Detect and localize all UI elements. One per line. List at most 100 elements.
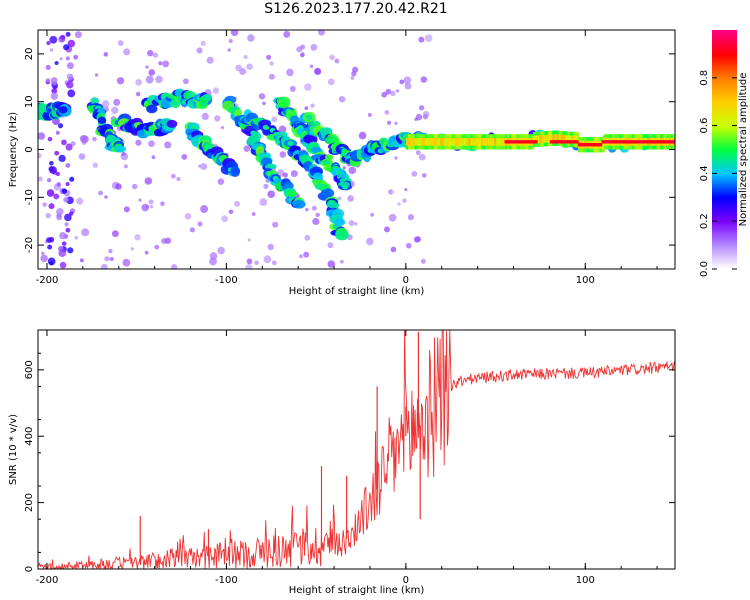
colorbar-tick-label: 0.8: [699, 70, 710, 86]
heatmap-cell: [489, 138, 493, 146]
heatmap-cell: [339, 181, 351, 188]
heatmap-cell: [164, 237, 172, 244]
heatmap-cell: [635, 140, 639, 144]
heatmap-cell: [45, 77, 51, 83]
heatmap-cell: [235, 64, 242, 72]
colorbar-segment: [712, 209, 737, 212]
colorbar-segment: [712, 47, 737, 51]
colorbar-segment: [712, 117, 737, 121]
heatmap-cell: [56, 207, 64, 216]
heatmap-cell: [111, 106, 119, 114]
colorbar-segment: [712, 95, 737, 99]
heatmap-cell: [61, 241, 67, 246]
heatmap-cell: [348, 166, 357, 175]
heatmap-cell: [463, 138, 467, 146]
heatmap-cell: [209, 257, 217, 266]
heatmap-cell: [556, 134, 560, 143]
heatmap-cell: [586, 143, 590, 147]
heatmap-cell: [506, 140, 510, 144]
colorbar-segment: [712, 259, 737, 262]
heatmap-cell: [402, 198, 407, 203]
heatmap-cell: [46, 189, 55, 197]
colorbar-segment: [712, 205, 737, 208]
heatmap-cell: [81, 228, 90, 237]
y-tick-label: 0: [24, 146, 35, 152]
heatmap-cell: [149, 205, 154, 209]
colorbar-segment: [712, 227, 737, 230]
heatmap-cell: [123, 48, 131, 56]
y-tick-label: -20: [24, 237, 35, 253]
heatmap-cell: [227, 48, 231, 52]
heatmap-cell: [418, 153, 426, 161]
heatmap-cell: [425, 138, 429, 146]
heatmap-cell: [404, 188, 408, 192]
colorbar-segment: [712, 237, 737, 240]
heatmap-cell: [243, 54, 248, 59]
heatmap-cell: [607, 140, 611, 144]
heatmap-cell: [59, 231, 67, 240]
colorbar-segment: [712, 263, 737, 266]
heatmap-cell: [510, 140, 514, 144]
heatmap-cell: [47, 244, 53, 250]
heatmap-cell: [657, 140, 661, 144]
heatmap-cell: [394, 156, 398, 160]
heatmap-cell: [64, 213, 72, 222]
heatmap-cell: [420, 258, 426, 264]
heatmap-cell: [42, 202, 47, 207]
heatmap-cell: [58, 246, 63, 251]
heatmap-cell: [523, 140, 527, 144]
heatmap-cell: [108, 248, 113, 254]
heatmap-cell: [418, 36, 425, 43]
heatmap-cell: [135, 91, 141, 97]
colorbar-segment: [712, 119, 737, 123]
heatmap-cell: [551, 140, 555, 144]
colorbar-segment: [712, 211, 737, 214]
colorbar-segment: [712, 57, 737, 61]
heatmap-cell: [45, 212, 51, 219]
heatmap-cell: [597, 143, 601, 147]
heatmap-cell: [310, 103, 315, 108]
colorbar-segment: [712, 125, 737, 129]
heatmap-cell: [272, 221, 279, 228]
heatmap-cell: [470, 138, 474, 146]
heatmap-cell: [54, 150, 60, 156]
heatmap-cell: [627, 140, 631, 144]
heatmap-cell: [444, 138, 448, 146]
heatmap-cell: [46, 237, 52, 243]
heatmap-cell: [123, 164, 128, 169]
snr-axes: -200 -100 0 100 0 200 400 600 Height of straight…: [8, 329, 676, 596]
colorbar-segment: [712, 129, 737, 133]
heatmap-cell: [530, 140, 534, 144]
heatmap-cell: [350, 75, 355, 81]
heatmap-cell: [420, 138, 424, 146]
heatmap-cell: [52, 80, 57, 86]
heatmap-cell: [58, 154, 66, 163]
colorbar-segment: [712, 55, 737, 59]
heatmap-cell: [286, 190, 298, 198]
heatmap-blobs: [38, 30, 675, 269]
heatmap-cell: [201, 112, 209, 120]
colorbar-segment: [712, 101, 737, 105]
colorbar-segment: [712, 195, 737, 198]
heatmap-cell: [204, 94, 211, 100]
heatmap-cell: [200, 40, 206, 46]
heatmap-cell: [104, 256, 110, 262]
heatmap-cell: [47, 136, 53, 142]
heatmap-cell: [243, 145, 251, 152]
colorbar-segment: [712, 179, 737, 182]
colorbar-segment: [712, 191, 737, 194]
heatmap-cell: [457, 138, 461, 146]
colorbar-segment: [712, 30, 737, 33]
heatmap-cell: [618, 140, 622, 144]
colorbar-segment: [712, 85, 737, 89]
heatmap-cell: [317, 30, 325, 36]
colorbar-tick-label: 0.6: [699, 118, 710, 134]
colorbar-segment: [712, 99, 737, 103]
heatmap-cell: [141, 203, 150, 212]
colorbar-tick-label: 0.2: [699, 213, 710, 229]
heatmap-cell: [337, 196, 342, 201]
heatmap-cell: [61, 188, 68, 194]
colorbar-segment: [712, 163, 737, 167]
heatmap-cell: [162, 60, 170, 68]
heatmap-cell: [461, 138, 465, 146]
